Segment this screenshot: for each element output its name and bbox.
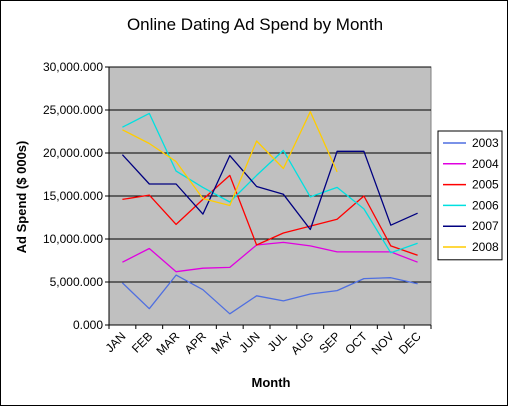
x-tick-label: MAY	[208, 329, 236, 357]
x-tick-label: MAR	[153, 329, 182, 358]
series-line-2005	[122, 174, 418, 256]
x-tick-label: JUN	[236, 329, 262, 355]
legend: 2003 2004 2005 2006 2007 2008	[437, 130, 503, 261]
y-axis-title: Ad Spend ($ 000s)	[14, 141, 29, 254]
chart-title: Online Dating Ad Spend by Month	[127, 15, 383, 34]
y-tick-label: 0.000	[73, 318, 103, 332]
legend-label-2003: 2003	[472, 136, 499, 150]
legend-label-2005: 2005	[472, 178, 499, 192]
y-tick-label: 30,000.000	[43, 60, 103, 74]
x-tick-label: DEC	[396, 329, 424, 357]
series-line-2003	[121, 274, 418, 315]
y-tick-label: 20,000.000	[43, 146, 103, 160]
series-line-2004	[122, 241, 418, 273]
series-line-2006	[122, 112, 418, 254]
y-tick-label: 10,000.000	[43, 232, 103, 246]
x-tick-label: APR	[182, 329, 210, 357]
y-axis-ticks: 0.000 5,000.000 10,000.000 15,000.000 20,000…	[43, 60, 109, 332]
y-tick-label: 15,000.000	[43, 189, 103, 203]
x-tick-label: JAN	[103, 329, 129, 355]
x-tick-label: AUG	[288, 329, 316, 357]
x-tick-label: SEP	[316, 329, 343, 356]
series-line-2007	[121, 150, 418, 231]
x-tick-label: FEB	[129, 329, 155, 355]
y-tick-label: 25,000.000	[43, 103, 103, 117]
x-tick-label: OCT	[342, 329, 370, 357]
legend-label-2008: 2008	[472, 240, 499, 254]
y-tick-label: 5,000.000	[50, 275, 104, 289]
legend-box	[437, 130, 503, 261]
x-axis-title: Month	[252, 375, 291, 390]
legend-label-2004: 2004	[472, 157, 499, 171]
plot-area	[108, 66, 432, 326]
series-line-2008	[122, 111, 338, 207]
legend-label-2006: 2006	[472, 198, 499, 212]
x-tick-label: NOV	[369, 329, 397, 357]
x-tick-label: JUL	[265, 329, 290, 354]
legend-label-2007: 2007	[472, 219, 499, 233]
